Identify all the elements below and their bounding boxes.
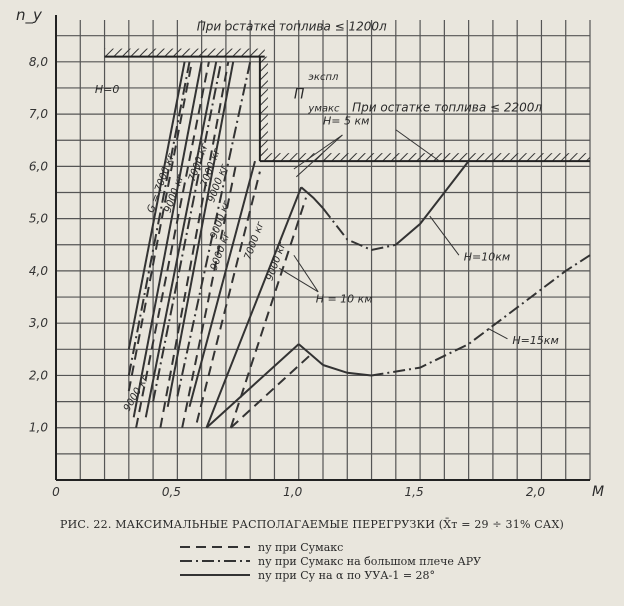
legend-item-dashdot: nу при Cумакс на большом плече АРУ (180, 554, 481, 568)
figure-caption: РИС. 22. МАКСИМАЛЬНЫЕ РАСПОЛАГАЕМЫЕ ПЕРЕ… (60, 518, 564, 531)
series-curve-11 (188, 160, 256, 408)
x-tick-label: 1,0 (283, 485, 302, 499)
annotation-label: H=15км (512, 334, 558, 347)
annotation-label: H=0 (95, 83, 120, 96)
limit-label: При остатке топлива ≤ 2200л (352, 100, 542, 114)
series-curve-1 (127, 61, 191, 376)
series-curve-19 (230, 353, 312, 429)
chart-svg: 0 0,5 1,0 1,5 2,0 1,0 2,0 3,0 4,0 5,0 6,0 7,0 8,0 n_y… (16, 6, 604, 500)
series-curve-21 (322, 364, 372, 377)
series-curve-18 (205, 343, 300, 429)
legend-swatch-dashed (180, 546, 250, 548)
series-curve-22 (371, 254, 591, 377)
legend-swatch-solid (180, 574, 250, 576)
y-tick-label: 3,0 (29, 316, 48, 330)
series-curve-0 (127, 61, 186, 350)
legend: nу при Cумакс nу при Cумакс на большом п… (180, 540, 481, 582)
limit-hatch-vertical (259, 56, 268, 162)
series-curve-16 (322, 207, 397, 252)
limit-hatch (259, 153, 590, 162)
series-curve-8 (166, 61, 235, 407)
y-tick-label: 5,0 (29, 212, 48, 226)
series-curve-12 (195, 171, 261, 423)
series-curve-13 (205, 186, 303, 429)
series-curve-7 (159, 61, 230, 428)
annotation-label: H= 5 км (323, 115, 369, 128)
x-axis-label: M (592, 484, 604, 500)
y-tick-label: 7,0 (29, 107, 48, 121)
y-tick-label: 2,0 (29, 368, 48, 382)
series-curve-14 (229, 197, 307, 429)
y-tick-label: 6,0 (29, 159, 48, 173)
series-curve-5 (144, 61, 218, 418)
limit-hatch (104, 48, 265, 57)
leader-line (395, 129, 440, 162)
legend-label: nу при Cумакс на большом плече АРУ (258, 554, 482, 568)
annotation-label: 7000 кг (243, 220, 267, 262)
annotation-label: умакс (307, 103, 340, 114)
annotation-label: H = 10 км (316, 292, 373, 305)
annotation-label: H=10км (464, 250, 510, 263)
limit-label: При остатке топлива ≤ 1200л (197, 19, 387, 33)
y-tick-label: 4,0 (29, 264, 48, 278)
leader-line (295, 134, 343, 178)
series-curve-2 (127, 61, 193, 392)
legend-item-solid: nу при Cу на α по УУА-1 = 28° (180, 568, 481, 582)
x-tick-label: 1,5 (405, 485, 424, 499)
legend-label: nу при Cумакс (258, 540, 344, 554)
x-tick-label: 2,0 (526, 485, 545, 499)
legend-swatch-dashdot (180, 560, 250, 562)
y-tick-label: 1,0 (29, 421, 48, 435)
series-curve-17 (395, 160, 470, 246)
leader-line (293, 134, 343, 170)
x-tick-label: 0 (52, 485, 60, 499)
y-tick-label: 8,0 (29, 55, 48, 69)
series-curve-15 (300, 186, 324, 209)
x-tick-label: 0,5 (162, 485, 181, 499)
annotation-label: экспл (308, 72, 339, 83)
leader-line (293, 254, 319, 293)
series-curve-9 (176, 61, 252, 397)
legend-label: nу при Cу на α по УУА-1 = 28° (258, 568, 436, 582)
series-curve-3 (132, 61, 203, 418)
series-curve-4 (135, 61, 210, 428)
leader-line (429, 215, 460, 256)
y-axis-label: n_y (16, 6, 43, 25)
annotation-label: П (294, 86, 305, 102)
leader-line (279, 267, 319, 293)
series-curve-10 (181, 166, 237, 428)
legend-item-dashed: nу при Cумакс (180, 540, 481, 554)
leader-line (487, 327, 508, 340)
series-curve-20 (298, 343, 324, 366)
annotation-label: 9000 кг (265, 240, 289, 282)
series-curve-6 (152, 61, 223, 402)
